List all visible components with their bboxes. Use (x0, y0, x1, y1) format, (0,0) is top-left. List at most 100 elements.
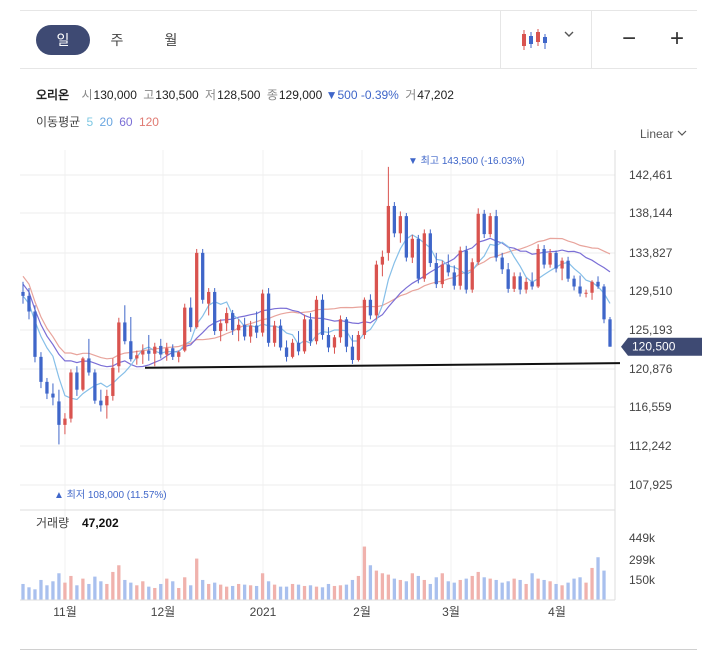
candle-body (524, 281, 528, 290)
volume-bar (201, 579, 205, 600)
candle-body (177, 352, 181, 357)
volume-bar (446, 581, 450, 600)
zoom-out-button[interactable]: − (621, 25, 636, 52)
moving-average-legend[interactable]: 이동평균 5 20 60 120 (36, 113, 159, 130)
volume-tick-label: 299k (629, 553, 656, 567)
volume-bar (320, 587, 325, 600)
volume-bar (242, 584, 247, 600)
candle-body (159, 345, 163, 355)
candle-body (201, 252, 205, 300)
volume-bar (254, 585, 259, 600)
volume-tick-label: 150k (629, 573, 656, 587)
tab-week[interactable]: 주 (110, 32, 124, 48)
price-tick-label: 142,461 (629, 168, 673, 182)
volume-bar (219, 584, 223, 600)
candle-body (500, 257, 504, 270)
candle-body (266, 293, 271, 343)
candle-body (63, 418, 67, 425)
volume-bar (344, 584, 349, 600)
volume-bar (123, 579, 127, 600)
chevron-down-icon (677, 130, 687, 136)
low-label: 저 (205, 88, 217, 102)
scale-dropdown[interactable]: Linear (640, 127, 687, 141)
chart-type-dropdown-icon[interactable] (563, 28, 575, 43)
volume-bar (512, 578, 516, 600)
price-tick-label: 112,242 (629, 439, 672, 453)
candle-body (422, 233, 426, 279)
candle-body (488, 216, 492, 235)
candle-body (602, 286, 606, 320)
zoom-in-button[interactable]: + (669, 25, 684, 52)
volume-bar (284, 586, 289, 600)
tab-day[interactable]: 일 (36, 25, 90, 55)
toolbar-separator (500, 11, 501, 68)
candle-body (302, 319, 307, 352)
quote-summary: 오리온 시130,000 고130,500 저128,500 종129,000 … (36, 86, 454, 103)
candle-body (111, 367, 115, 396)
candle-body (314, 299, 319, 342)
volume-bar (452, 582, 456, 600)
candle-body (494, 216, 498, 258)
volume-bar (356, 575, 361, 600)
candle-body (236, 324, 241, 331)
volume-bar (183, 577, 187, 600)
volume-bar (147, 586, 151, 600)
volume-bar (542, 579, 546, 600)
candle-body (183, 307, 187, 351)
candle-body (518, 276, 522, 290)
volume-label: 거 (405, 88, 417, 102)
candle-body (410, 238, 414, 258)
volume-bar (416, 575, 420, 600)
candle-body (45, 381, 49, 394)
volume-bar (308, 585, 313, 600)
price-tick-label: 125,193 (629, 323, 673, 337)
volume-bar (422, 579, 426, 600)
volume-bar (458, 579, 462, 600)
volume-bar (530, 573, 534, 600)
candlestick-type-icon[interactable] (520, 28, 550, 52)
candle-body (195, 252, 199, 328)
chart-toolbar: 일 주 월 − + (20, 11, 697, 69)
volume-bar (135, 585, 139, 600)
candle-body (99, 400, 103, 406)
candle-body (320, 299, 325, 335)
volume-bar (572, 578, 576, 600)
candle-body (272, 325, 277, 343)
ma-label: 이동평균 (36, 115, 81, 129)
candle-body (51, 393, 55, 398)
volume-bar (548, 581, 552, 600)
candle-body (440, 264, 444, 285)
candle-body (584, 292, 588, 294)
volume-bar (488, 578, 492, 600)
candle-body (105, 395, 109, 406)
candle-body (554, 252, 558, 269)
candle-body (213, 291, 217, 332)
candle-body (476, 213, 480, 263)
volume-bar (248, 585, 253, 600)
volume-bar (506, 581, 510, 600)
volume-bar (380, 573, 385, 600)
candle-body (21, 291, 25, 296)
candle-body (87, 358, 91, 373)
volume-bar (75, 585, 79, 600)
tab-month[interactable]: 월 (164, 32, 178, 48)
candle-body (326, 334, 331, 348)
candle-body (332, 337, 337, 348)
volume-bar (404, 581, 408, 600)
candle-body (57, 401, 61, 425)
candle-body (452, 272, 456, 286)
volume-bar (386, 574, 391, 600)
volume-bar (195, 558, 199, 600)
candle-body (135, 355, 139, 359)
volume-bar (410, 573, 414, 600)
volume-bar (368, 565, 373, 600)
candle-body (542, 248, 546, 265)
price-tick-label: 129,510 (629, 284, 673, 298)
volume-bar (476, 571, 480, 600)
volume-bar (362, 546, 367, 600)
candle-body (596, 281, 600, 287)
candle-body (242, 324, 247, 337)
candle-body (356, 334, 361, 360)
volume-bar (63, 582, 67, 600)
candle-body (75, 372, 79, 390)
